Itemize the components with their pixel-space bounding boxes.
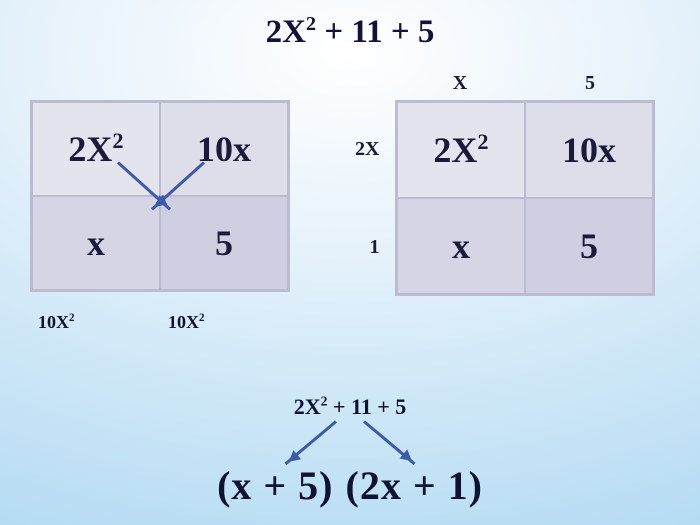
left-cell-tr: 10x xyxy=(160,102,288,196)
right-cell-tl-exp: 2 xyxy=(477,129,488,154)
title-term1-base: 2X xyxy=(266,14,306,50)
bottom-expression: 2X2 + 11 + 5 xyxy=(0,394,700,420)
left-cell-tl: 2X2 xyxy=(32,102,160,196)
right-top-labels: X 5 xyxy=(395,72,655,95)
left-box-model: 2X2 10x x 5 10X2 10X2 xyxy=(30,100,290,292)
left-cell-tl-base: 2X xyxy=(68,129,112,169)
right-side-t: 2X xyxy=(355,100,385,198)
left-below-labels: 10X2 10X2 xyxy=(30,300,290,333)
left-cell-bl: x xyxy=(32,196,160,290)
left-below-l-base: 10X xyxy=(38,312,69,332)
right-grid: 2X2 10x x 5 xyxy=(395,100,655,296)
right-top-l: X xyxy=(395,72,525,95)
left-below-r: 10X2 xyxy=(160,300,290,333)
right-box-model: X 5 2X 1 2X2 10x x 5 xyxy=(395,100,655,296)
left-cell-br: 5 xyxy=(160,196,288,290)
right-side-b: 1 xyxy=(355,198,385,296)
left-grid: 2X2 10x x 5 xyxy=(30,100,290,292)
title-term1-exp: 2 xyxy=(306,13,316,35)
title-rest: + 11 + 5 xyxy=(316,14,434,50)
right-cell-bl: x xyxy=(397,198,525,294)
left-below-r-exp: 2 xyxy=(199,312,205,324)
bottom-expr-base: 2X xyxy=(294,394,321,419)
title-expression: 2X2 + 11 + 5 xyxy=(0,14,700,51)
left-below-l: 10X2 xyxy=(30,300,160,333)
arrow-to-right-factor xyxy=(363,420,415,465)
right-cell-br: 5 xyxy=(525,198,653,294)
factored-form: (x + 5) (2x + 1) xyxy=(0,462,700,509)
right-cell-tl: 2X2 xyxy=(397,102,525,198)
right-side-labels: 2X 1 xyxy=(355,100,385,296)
left-below-r-base: 10X xyxy=(168,312,199,332)
arrow-to-left-factor xyxy=(284,420,336,465)
left-cell-tl-exp: 2 xyxy=(112,128,123,153)
bottom-expr-rest: + 11 + 5 xyxy=(327,394,406,419)
right-cell-tl-base: 2X xyxy=(433,130,477,170)
left-below-l-exp: 2 xyxy=(69,312,75,324)
factor-right: (2x + 1) xyxy=(346,463,483,508)
right-cell-tr: 10x xyxy=(525,102,653,198)
factor-left: (x + 5) xyxy=(217,463,333,508)
right-top-r: 5 xyxy=(525,72,655,95)
